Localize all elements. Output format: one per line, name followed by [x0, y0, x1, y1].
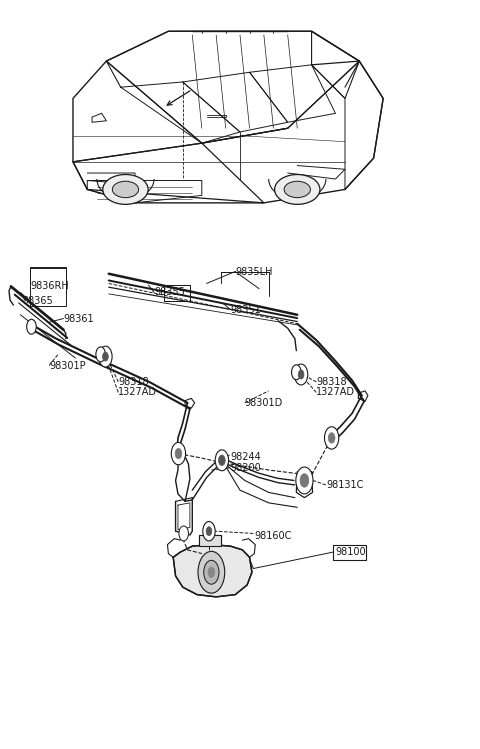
- Bar: [164, 285, 190, 301]
- Ellipse shape: [103, 175, 148, 204]
- Text: 1327AD: 1327AD: [316, 387, 355, 398]
- Circle shape: [175, 449, 182, 459]
- Text: 98361: 98361: [63, 314, 94, 324]
- Text: 9836RH: 9836RH: [30, 282, 69, 291]
- Ellipse shape: [275, 175, 320, 204]
- Circle shape: [99, 346, 112, 367]
- Text: 98131C: 98131C: [326, 480, 363, 490]
- Text: 98351: 98351: [230, 305, 261, 315]
- Circle shape: [198, 551, 225, 593]
- Text: 9835LH: 9835LH: [235, 267, 273, 276]
- Text: 98160C: 98160C: [254, 532, 292, 542]
- Text: 98200: 98200: [230, 463, 261, 473]
- Circle shape: [291, 365, 301, 380]
- Circle shape: [215, 450, 228, 471]
- Circle shape: [328, 433, 335, 443]
- Ellipse shape: [112, 181, 139, 198]
- Text: 98100: 98100: [336, 547, 366, 557]
- Circle shape: [296, 467, 313, 494]
- Text: 98244: 98244: [230, 452, 261, 461]
- Text: 98301P: 98301P: [49, 360, 86, 371]
- Circle shape: [294, 364, 308, 385]
- Text: 98355: 98355: [154, 288, 185, 297]
- Text: 98301D: 98301D: [245, 398, 283, 408]
- Ellipse shape: [284, 181, 311, 198]
- Bar: [199, 535, 221, 546]
- Circle shape: [103, 352, 108, 361]
- Text: 98318: 98318: [316, 377, 347, 387]
- Bar: [30, 267, 66, 306]
- Text: 98365: 98365: [23, 297, 54, 306]
- Circle shape: [218, 455, 225, 466]
- Text: 98318: 98318: [118, 377, 149, 387]
- Text: 1327AD: 1327AD: [118, 387, 157, 398]
- Circle shape: [27, 319, 36, 334]
- Circle shape: [324, 427, 339, 449]
- Circle shape: [208, 567, 215, 577]
- Circle shape: [171, 443, 186, 465]
- Circle shape: [300, 474, 309, 487]
- Circle shape: [179, 526, 189, 541]
- Circle shape: [203, 521, 215, 541]
- Circle shape: [298, 370, 304, 379]
- Circle shape: [204, 560, 219, 584]
- Bar: [333, 545, 365, 560]
- Circle shape: [206, 527, 212, 536]
- Circle shape: [96, 347, 106, 362]
- Polygon shape: [173, 545, 252, 597]
